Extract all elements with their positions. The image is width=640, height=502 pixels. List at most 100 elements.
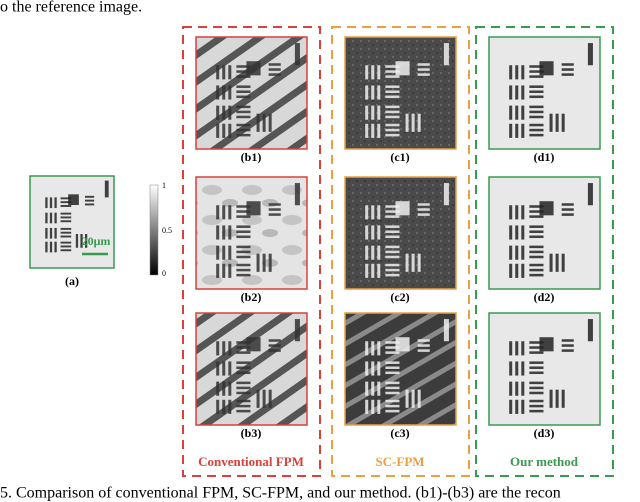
target-bar: [521, 341, 525, 356]
target-bar: [395, 201, 410, 216]
target-bar: [60, 227, 72, 230]
scale-bar-label: 20μm: [82, 234, 111, 248]
target-bar: [561, 344, 574, 347]
target-bar: [268, 68, 281, 71]
target-bar: [539, 337, 554, 352]
target-bar: [411, 253, 415, 272]
target-bar: [60, 205, 72, 207]
target-bar: [385, 399, 400, 403]
target-bar: [529, 386, 544, 390]
target-bar: [405, 113, 409, 132]
target-bar: [385, 105, 400, 109]
target-bar: [529, 110, 544, 114]
panel-label: (d3): [534, 426, 555, 440]
target-bar: [236, 371, 251, 375]
target-bar: [49, 212, 53, 224]
target-bar: [377, 341, 381, 356]
target-bar: [45, 227, 48, 239]
target-bar: [561, 349, 574, 352]
panel-image: [488, 312, 601, 426]
target-bar: [236, 210, 251, 213]
target-bar: [365, 245, 369, 260]
target-bar: [268, 339, 281, 342]
panel-a-image: [29, 175, 115, 269]
target-bar: [411, 389, 415, 408]
target-bar: [54, 241, 57, 253]
target-bar: [377, 263, 381, 278]
target-bar: [268, 349, 281, 352]
target-bar: [509, 399, 513, 414]
target-bar: [216, 205, 220, 220]
target-bar: [515, 85, 519, 100]
target-bar: [222, 399, 226, 414]
colorbar-mid: 0.5: [162, 226, 172, 235]
target-bar: [371, 65, 375, 80]
target-bar: [539, 61, 554, 76]
target-bar: [236, 128, 251, 132]
target-bar: [515, 361, 519, 376]
target-bar: [443, 319, 449, 342]
target-bar: [443, 183, 449, 206]
target-bar: [509, 105, 513, 120]
target-bar: [268, 208, 281, 211]
target-bar: [268, 344, 281, 347]
target-bar: [417, 63, 430, 66]
target-bar: [417, 213, 430, 216]
target-bar: [294, 183, 300, 206]
target-bar: [222, 341, 226, 356]
target-bar: [84, 195, 95, 198]
target-bar: [385, 346, 400, 349]
target-bar: [236, 133, 251, 137]
target-bar: [385, 115, 400, 119]
target-bar: [365, 361, 369, 376]
target-bar: [68, 194, 79, 206]
target-bar: [236, 404, 251, 408]
target-bar: [529, 263, 544, 267]
target-bar: [385, 371, 400, 375]
target-bar: [216, 85, 220, 100]
target-bar: [417, 344, 430, 347]
target-bar: [365, 105, 369, 120]
target-bar: [246, 61, 261, 76]
target-bar: [529, 361, 544, 364]
target-bar: [60, 216, 72, 219]
target-bar: [521, 205, 525, 220]
target-bar: [529, 215, 544, 218]
target-bar: [509, 381, 513, 396]
target-bar: [60, 249, 72, 252]
target-bar: [521, 361, 525, 376]
column-frame: [182, 26, 321, 477]
target-bar: [521, 381, 525, 396]
target-bar: [236, 205, 251, 208]
target-bar: [385, 361, 400, 364]
target-bar: [236, 95, 251, 99]
target-bar: [228, 381, 232, 396]
colorbar-min: 0: [162, 269, 166, 278]
target-bar: [228, 341, 232, 356]
target-bar: [555, 113, 559, 132]
target-bar: [377, 85, 381, 100]
target-bar: [236, 90, 251, 94]
target-bar: [385, 341, 400, 344]
target-bar: [515, 205, 519, 220]
target-bar: [60, 220, 72, 223]
target-bar: [236, 409, 251, 413]
target-bar: [236, 273, 251, 277]
target-bar: [529, 210, 544, 213]
target-bar: [371, 361, 375, 376]
target-bar: [529, 245, 544, 249]
target-bar: [216, 263, 220, 278]
target-bar: [521, 245, 525, 260]
target-bar: [365, 65, 369, 80]
target-bar: [236, 255, 251, 259]
target-bar: [377, 123, 381, 138]
target-bar: [587, 319, 593, 342]
target-bar: [549, 113, 553, 132]
target-bar: [515, 381, 519, 396]
target-bar: [417, 253, 421, 272]
target-bar: [236, 361, 251, 364]
target-bar: [529, 230, 544, 234]
target-bar: [515, 65, 519, 80]
target-bar: [256, 389, 260, 408]
target-bar: [515, 399, 519, 414]
